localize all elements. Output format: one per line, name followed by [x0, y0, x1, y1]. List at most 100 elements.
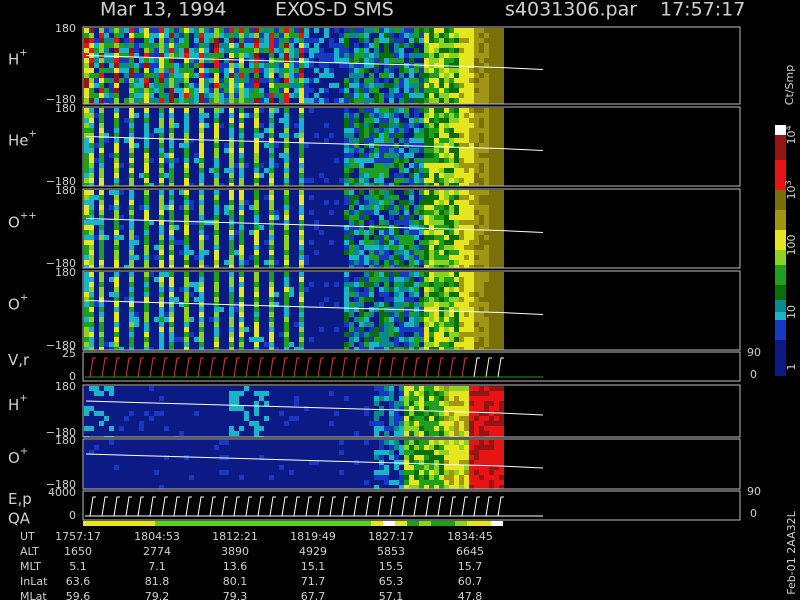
spectrogram-cell — [449, 148, 454, 153]
spectrogram-cell — [179, 73, 184, 78]
spectrogram-cell — [199, 230, 204, 235]
spectrogram-cell — [109, 178, 114, 183]
spectrogram-cell — [469, 73, 474, 78]
spectrogram-cell — [104, 240, 109, 245]
spectrogram-cell — [409, 250, 414, 255]
spectrogram-cell — [209, 332, 214, 337]
spectrogram-cell — [184, 173, 189, 178]
spectrogram-cell — [259, 108, 264, 113]
spectrogram-cell — [379, 327, 384, 332]
spectrogram-cell — [94, 277, 99, 282]
spectrogram-cell — [124, 148, 129, 153]
spectrogram-cell — [309, 88, 314, 93]
spectrogram-cell — [94, 178, 99, 183]
spectrogram-cell — [144, 322, 149, 327]
spectrogram-cell — [94, 28, 99, 33]
spectrogram-cell — [104, 138, 109, 143]
spectrogram-cell — [354, 287, 359, 292]
spectrogram-cell — [94, 163, 99, 168]
spectrogram-cell — [289, 98, 294, 103]
spectrogram-cell — [224, 210, 229, 215]
spectrogram-cell — [279, 138, 284, 143]
spectrogram-cell — [359, 245, 364, 250]
spectrogram-cell — [454, 58, 459, 63]
spectrogram-cell — [264, 123, 269, 128]
spectrogram-cell — [349, 317, 354, 322]
spectrogram-cell — [299, 317, 304, 322]
spectrogram-cell — [144, 183, 149, 186]
spectrogram-cell — [444, 68, 449, 73]
spectrogram-cell — [294, 58, 299, 63]
spectrogram-cell — [269, 347, 274, 350]
spectrogram-cell — [179, 312, 184, 317]
spectrogram-cell — [379, 68, 384, 73]
spectrogram-cell — [104, 73, 109, 78]
spectrogram-cell — [429, 153, 434, 158]
spectrogram-cell — [139, 347, 144, 350]
spectrogram-cell — [169, 190, 174, 195]
spectrogram-cell — [299, 168, 304, 173]
spectrogram-cell — [254, 317, 259, 322]
spectrogram-cell — [119, 317, 124, 322]
spectrogram-cell — [359, 200, 364, 205]
spectrogram-cell — [184, 307, 189, 312]
spectrogram-cell — [304, 158, 309, 163]
spectrogram-cell — [314, 43, 319, 48]
spectrogram-cell — [299, 297, 304, 302]
spectrogram-cell — [149, 93, 154, 98]
spectrogram-cell — [449, 195, 454, 200]
spectrogram-cell — [294, 63, 299, 68]
spectrogram-cell — [379, 168, 384, 173]
spectrogram-cell — [204, 68, 209, 73]
spectrogram-cell — [334, 337, 339, 342]
spectrogram-cell — [189, 260, 194, 265]
spectrogram-cell — [164, 118, 169, 123]
spectrogram-cell — [269, 63, 274, 68]
spectrogram-cell — [124, 43, 129, 48]
spectrogram-cell — [104, 128, 109, 133]
spectrogram-cell — [194, 118, 199, 123]
spectrogram-cell — [94, 260, 99, 265]
spectrogram-cell — [314, 53, 319, 58]
spectrogram-cell — [344, 220, 349, 225]
spectrogram-cell — [224, 78, 229, 83]
spectrogram-cell — [149, 260, 154, 265]
spectrogram-cell — [159, 327, 164, 332]
spectrogram-cell — [159, 190, 164, 195]
spectrogram-cell — [209, 225, 214, 230]
spectrogram-cell — [229, 190, 234, 195]
spectrogram-cell — [454, 245, 459, 250]
spectrogram-cell — [179, 78, 184, 83]
spectrogram-cell — [174, 153, 179, 158]
spectrogram-cell — [249, 210, 254, 215]
spectrogram-cell — [114, 215, 119, 220]
spectrogram-cell — [249, 83, 254, 88]
spectrogram-cell — [219, 205, 224, 210]
spectrogram-cell — [214, 332, 219, 337]
spectrogram-cell — [244, 148, 249, 153]
spectrogram-cell — [184, 327, 189, 332]
spectrogram-cell — [474, 265, 479, 268]
spectrogram-cell — [154, 63, 159, 68]
spectrogram-cell — [269, 183, 274, 186]
spectrogram-cell — [329, 123, 334, 128]
spectrogram-cell — [274, 302, 279, 307]
spectrogram-cell — [344, 158, 349, 163]
spectrogram-cell — [319, 215, 324, 220]
spectrogram-cell — [199, 48, 204, 53]
spectrogram-cell — [244, 205, 249, 210]
spectrogram-cell — [184, 200, 189, 205]
spectrogram-cell — [204, 265, 209, 268]
spectrogram-cell — [169, 83, 174, 88]
spectrogram-cell — [244, 337, 249, 342]
spectrogram-cell — [104, 307, 109, 312]
spectrogram-cell — [389, 138, 394, 143]
spectrogram-cell — [219, 68, 224, 73]
spectrogram-cell — [199, 245, 204, 250]
spectrogram-cell — [354, 53, 359, 58]
spectrogram-cell — [149, 158, 154, 163]
spectrogram-cell — [169, 312, 174, 317]
spectrogram-cell — [434, 260, 439, 265]
spectrogram-cell — [369, 73, 374, 78]
spectrogram-cell — [224, 312, 229, 317]
